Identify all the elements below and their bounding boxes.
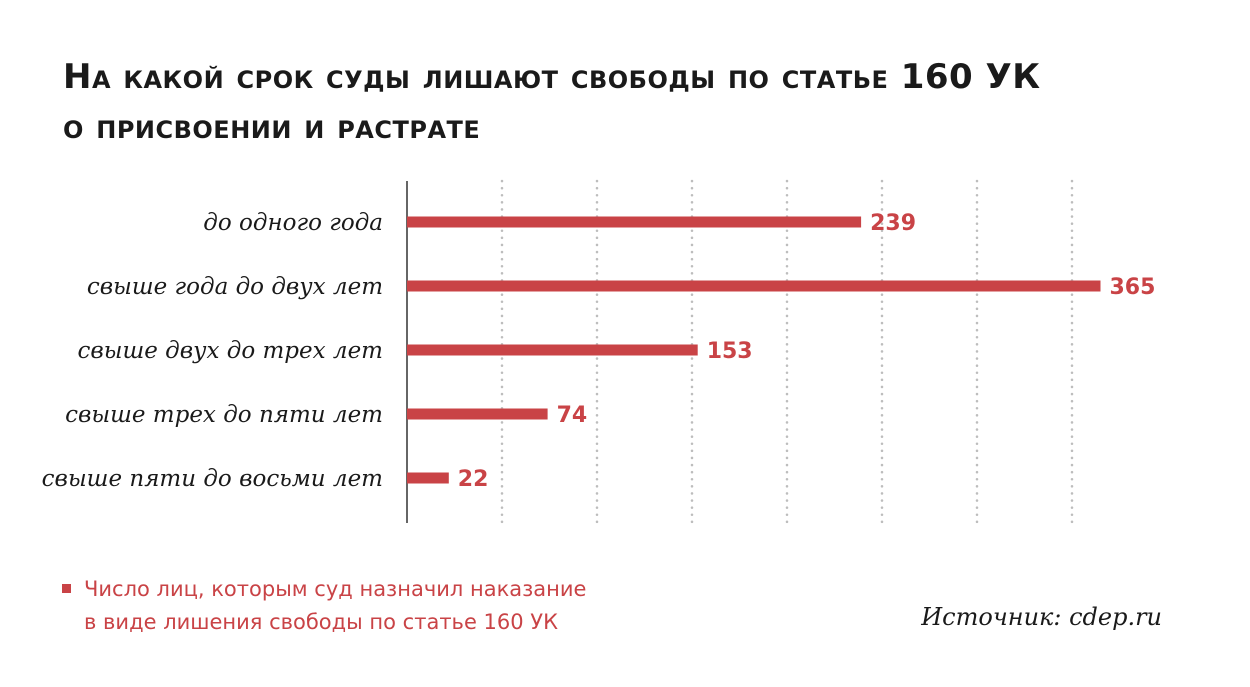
chart-title: На какой срок суды лишают свободы по ста… [63, 52, 1183, 152]
value-label: 74 [557, 403, 588, 428]
legend-marker [62, 584, 71, 593]
chart-title-line-2: о присвоении и растрате [63, 107, 481, 147]
legend-line-1: Число лиц, которым суд назначил наказани… [84, 577, 587, 601]
value-label: 153 [707, 339, 753, 364]
chart-title-line-1: На какой срок суды лишают свободы по ста… [63, 57, 1041, 97]
category-label: свыше двух до трех лет [77, 338, 383, 364]
bar [407, 280, 1101, 292]
legend-line-2: в виде лишения свободы по статье 160 УК [84, 610, 558, 634]
value-label: 239 [870, 211, 916, 236]
value-label: 365 [1110, 275, 1156, 300]
source-note: Источник: cdep.ru [921, 603, 1162, 631]
legend-text: Число лиц, которым суд назначил наказани… [84, 573, 704, 639]
category-label: свыше трех до пяти лет [65, 402, 383, 428]
bar [407, 344, 698, 356]
bar [407, 408, 548, 420]
value-label: 22 [458, 467, 489, 492]
category-label: свыше года до двух лет [87, 274, 383, 300]
category-label: свыше пяти до восьми лет [42, 466, 383, 492]
bar [407, 216, 862, 228]
category-label: до одного года [203, 210, 383, 236]
bar [407, 472, 449, 484]
